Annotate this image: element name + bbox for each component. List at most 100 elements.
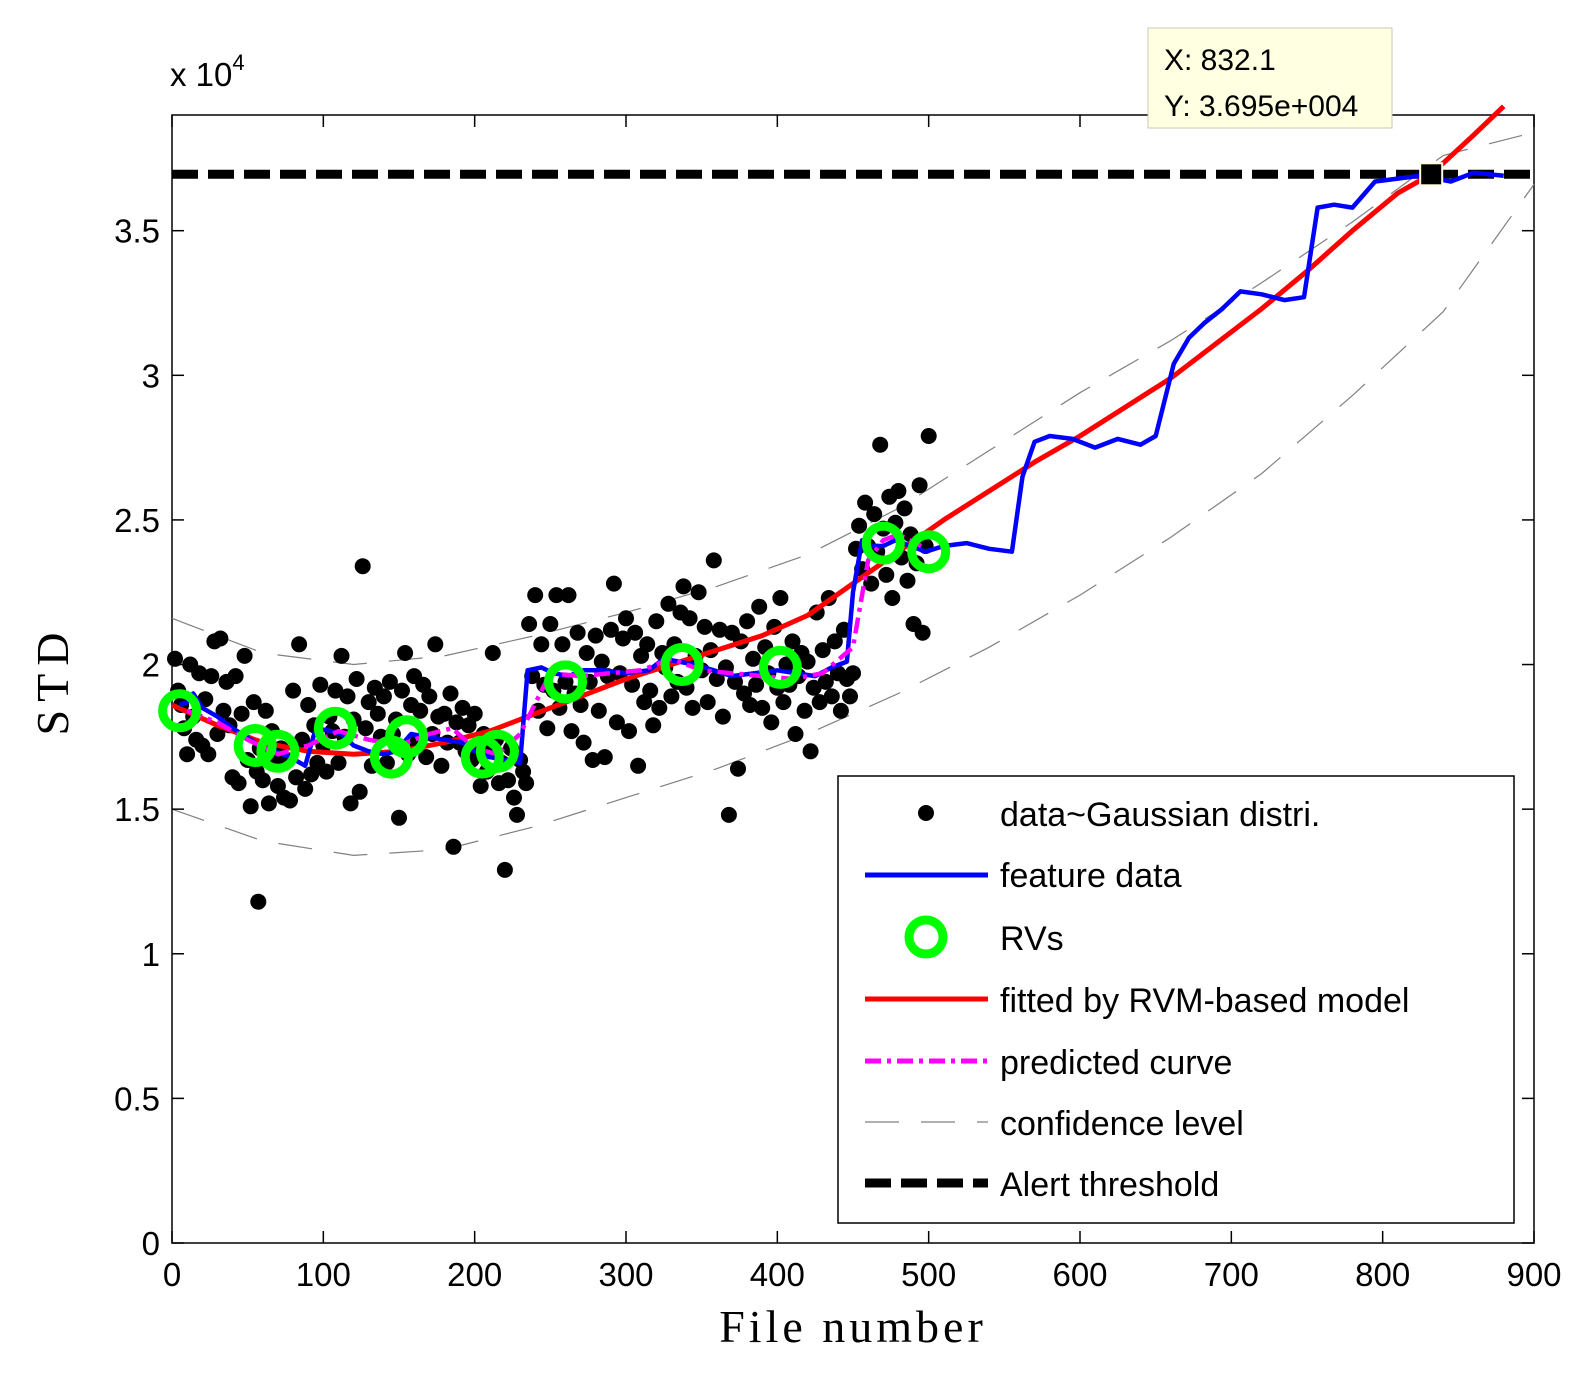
scatter-point (751, 598, 768, 615)
scatter-point (684, 699, 701, 716)
scatter-point (191, 665, 208, 682)
y-tick-label: 2.5 (114, 502, 160, 539)
scatter-point (763, 714, 780, 731)
scatter-point (242, 798, 259, 815)
scatter-point (615, 630, 631, 647)
scatter-point (866, 506, 883, 523)
scatter-point (418, 749, 435, 766)
relevance-vector (544, 660, 587, 704)
scatter-point (872, 436, 889, 453)
legend-label-threshold: Alert threshold (1000, 1166, 1219, 1204)
scatter-point (884, 590, 901, 606)
y-multiplier: x 104 (170, 50, 245, 93)
relevance-vector (861, 521, 905, 565)
scatter-point (832, 702, 849, 719)
scatter-point (354, 558, 371, 575)
axis-ticks-group: 0 100 200 300 400 500 600 700 800 900 0 0.5 1 1.5 2 2.5… (114, 115, 1562, 1293)
scatter-point (285, 682, 302, 699)
x-tick-label: 100 (296, 1256, 351, 1293)
scatter-point (778, 656, 795, 673)
scatter-point (878, 566, 895, 583)
scatter-point (330, 754, 347, 771)
scatter-point (227, 668, 244, 685)
scatter-point (203, 668, 220, 685)
predicted-curve-line (186, 531, 923, 757)
scatter-point (621, 723, 637, 740)
scatter-point (681, 610, 698, 627)
scatter-point (254, 772, 271, 789)
scatter-point (730, 760, 746, 777)
scatter-point (454, 699, 471, 716)
scatter-point (748, 676, 765, 693)
scatter-point (739, 613, 756, 630)
datatip-marker[interactable] (1419, 162, 1444, 187)
scatter-point (294, 731, 311, 748)
datatip[interactable]: X: 832.1 Y: 3.695e+004 (1147, 27, 1444, 187)
scatter-point (260, 795, 277, 812)
scatter-point (714, 708, 731, 725)
legend-swatch-scatter (918, 805, 934, 821)
confidence-upper-line (171, 131, 1535, 666)
scatter-point (863, 575, 880, 592)
scatter-point (527, 587, 544, 604)
legend-label-fit: fitted by RVM-based model (1000, 982, 1409, 1020)
x-tick-label: 700 (1204, 1256, 1259, 1293)
y-tick-label: 0 (142, 1225, 160, 1262)
scatter-point (587, 627, 604, 644)
scatter-point (745, 650, 762, 667)
scatter-point (167, 650, 183, 667)
x-tick-label: 300 (598, 1256, 653, 1293)
scatter-point (539, 720, 556, 737)
scatter-point (542, 616, 559, 632)
scatter-point (245, 694, 262, 711)
scatter-point (608, 714, 625, 731)
scatter-point (484, 645, 501, 661)
relevance-vector (158, 689, 202, 733)
scatter-point (826, 633, 843, 650)
datatip-y-text: Y: 3.695e+004 (1164, 90, 1358, 123)
scatter-point (442, 685, 459, 702)
legend-swatch-rv (904, 915, 948, 959)
scatter-point (660, 595, 677, 612)
scatter-point (348, 671, 365, 687)
scatter-point (627, 624, 644, 641)
scatter-point (257, 702, 274, 719)
relevance-vector (907, 530, 951, 574)
scatter-point (212, 630, 229, 647)
scatter-point (675, 578, 692, 595)
x-tick-label: 0 (163, 1256, 181, 1293)
scatter-point (899, 572, 916, 589)
scatter-point (445, 838, 462, 855)
scatter-point (375, 688, 392, 705)
scatter-point (521, 616, 538, 632)
scatter-point (842, 688, 858, 705)
scatter-point (799, 653, 816, 670)
scatter-point (327, 682, 344, 699)
scatter-point (369, 705, 386, 722)
legend-label-confidence: confidence level (1000, 1105, 1244, 1143)
scatter-point (548, 587, 565, 604)
scatter-point (896, 500, 913, 517)
y-tick-label: 3.5 (114, 213, 160, 250)
scatter-point (711, 621, 728, 638)
scatter-point (705, 552, 722, 569)
scatter-point (533, 636, 550, 653)
scatter-point (427, 636, 444, 653)
scatter-point (890, 483, 907, 499)
scatter-point (845, 665, 861, 682)
scatter-point (297, 780, 314, 797)
datatip-box (1147, 27, 1393, 129)
scatter-point (775, 694, 792, 711)
y-tick-label: 1 (142, 936, 160, 973)
relevance-vector (385, 715, 429, 759)
scatter-point (851, 517, 868, 534)
scatter-point (318, 763, 335, 780)
scatter-point (391, 809, 407, 826)
x-tick-label: 800 (1355, 1256, 1410, 1293)
scatter-point (381, 673, 398, 690)
scatter-point (509, 806, 525, 823)
scatter-point (578, 645, 595, 661)
scatter-point (690, 584, 707, 601)
legend-label-rv: RVs (1000, 920, 1064, 958)
scatter-point (796, 702, 813, 719)
